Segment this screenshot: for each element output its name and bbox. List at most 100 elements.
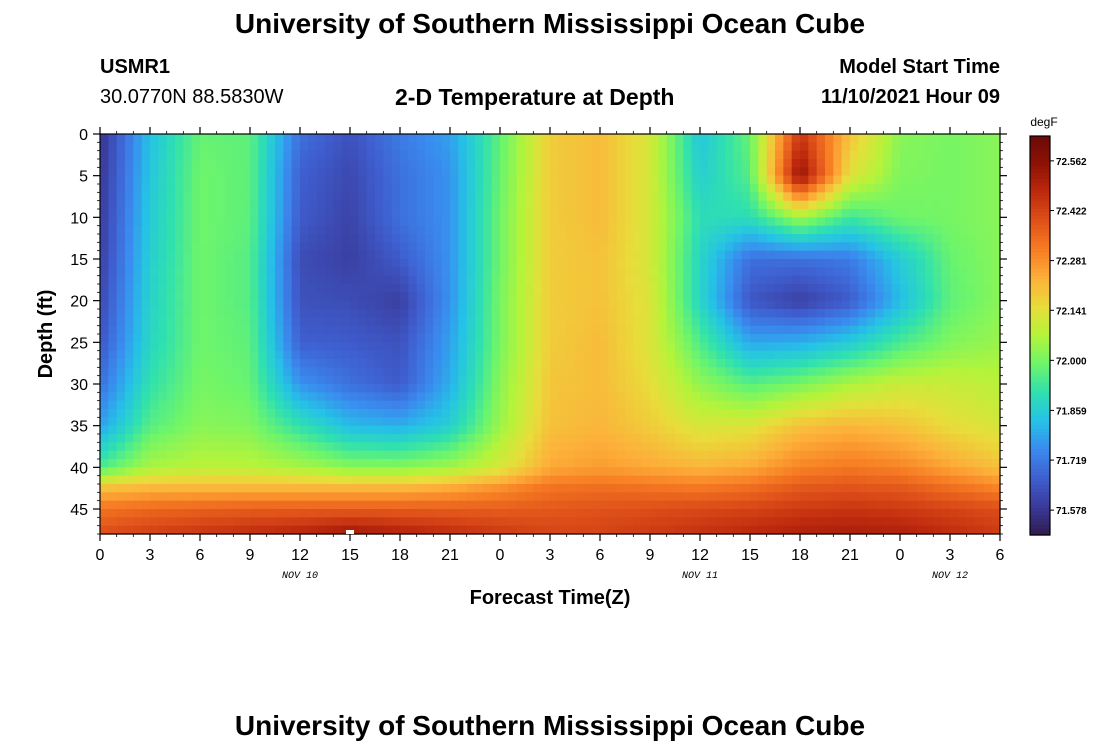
heatmap-cell [941,384,951,393]
heatmap-cell [783,384,793,393]
heatmap-cell [950,475,959,485]
heatmap-cell [183,309,193,318]
heatmap-cell [291,375,301,385]
heatmap-cell [475,275,484,285]
heatmap-cell [358,492,368,502]
heatmap-cell [166,275,176,285]
heatmap-cell [125,384,134,393]
heatmap-cell [591,200,601,210]
heatmap-cell [808,384,818,393]
heatmap-cell [200,267,209,277]
heatmap-cell [216,409,226,418]
heatmap-cell [683,150,693,160]
heatmap-cell [141,475,151,485]
heatmap-cell [766,184,776,193]
heatmap-cell [908,459,918,468]
heatmap-cell [450,250,459,260]
heatmap-cell [600,209,609,218]
heatmap-cell [816,150,826,160]
heatmap-cell [616,442,626,452]
heatmap-cell [625,134,634,143]
heatmap-cell [525,342,534,352]
heatmap-cell [700,342,709,352]
heatmap-cell [308,467,318,477]
heatmap-cell [633,309,643,318]
heatmap-cell [958,275,968,285]
heatmap-cell [641,417,651,427]
heatmap-cell [916,225,926,235]
heatmap-cell [316,150,326,160]
heatmap-cell [150,434,159,443]
heatmap-cell [808,225,818,235]
heatmap-cell [933,325,943,335]
heatmap-cell [283,500,293,510]
heatmap-cell [450,209,459,218]
heatmap-cell [366,450,376,460]
heatmap-cell [158,467,168,477]
heatmap-cell [808,325,818,335]
heatmap-cell [941,150,951,160]
heatmap-cell [141,217,151,227]
heatmap-cell [275,450,284,460]
heatmap-cell [150,184,159,193]
heatmap-cell [675,300,684,310]
heatmap-cell [608,459,618,468]
heatmap-cell [758,150,768,160]
heatmap-cell [650,492,659,502]
heatmap-cell [783,242,793,252]
heatmap-cell [733,275,743,285]
heatmap-cell [716,284,726,293]
heatmap-cell [966,200,976,210]
heatmap-cell [216,234,226,243]
heatmap-cell [325,334,334,343]
heatmap-cell [391,200,401,210]
heatmap-cell [583,192,593,202]
heatmap-cell [966,292,976,302]
heatmap-cell [858,134,868,143]
heatmap-cell [725,284,734,293]
heatmap-cell [733,350,743,360]
heatmap-cell [400,359,409,368]
heatmap-cell [583,292,593,302]
heatmap-cell [400,250,409,260]
heatmap-cell [283,434,293,443]
heatmap-cell [166,242,176,252]
heatmap-cell [491,250,501,260]
heatmap-cell [333,200,343,210]
heatmap-cell [316,192,326,202]
heatmap-cell [675,442,684,452]
heatmap-cell [683,234,693,243]
heatmap-cell [925,325,934,335]
heatmap-cell [666,400,676,410]
heatmap-cell [683,300,693,310]
heatmap-cell [491,167,501,177]
heatmap-cell [116,400,126,410]
heatmap-cell [516,234,526,243]
heatmap-cell [466,434,476,443]
heatmap-cell [908,342,918,352]
heatmap-cell [500,217,509,227]
heatmap-cell [558,359,568,368]
heatmap-cell [341,492,351,502]
heatmap-cell [525,184,534,193]
heatmap-cell [333,325,343,335]
heatmap-cell [525,459,534,468]
heatmap-cell [975,284,984,293]
heatmap-cell [266,367,276,377]
heatmap-cell [683,334,693,343]
heatmap-cell [950,284,959,293]
heatmap-cell [516,442,526,452]
heatmap-cell [275,434,284,443]
heatmap-cell [491,375,501,385]
heatmap-cell [516,184,526,193]
heatmap-cell [100,309,109,318]
heatmap-cell [191,450,201,460]
heatmap-cell [266,384,276,393]
heatmap-cell [425,442,434,452]
heatmap-cell [775,175,784,185]
heatmap-cell [425,209,434,218]
heatmap-cell [566,159,576,168]
heatmap-cell [483,242,493,252]
heatmap-cell [416,134,426,143]
heatmap-cell [608,175,618,185]
